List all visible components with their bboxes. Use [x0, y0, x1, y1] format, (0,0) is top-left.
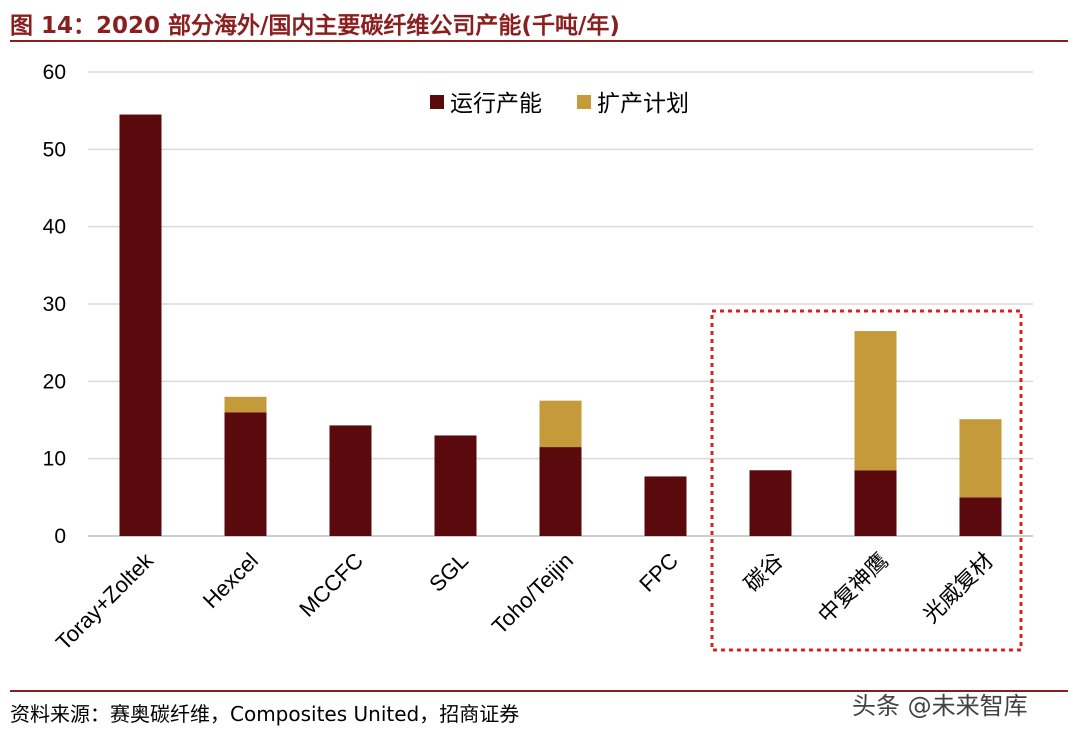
bar-running	[329, 425, 372, 536]
stacked-bar-chart: 0 10 20 30 40 50 60 Toray+Zoltek Hexcel MCCFC SGL…	[43, 61, 1033, 655]
highlight-box	[710, 309, 1023, 652]
bar-running	[119, 114, 162, 537]
legend-swatch-running	[430, 95, 444, 109]
x-tick-label: FPC	[634, 548, 683, 597]
x-tick-label: 中复神鹰	[813, 548, 893, 628]
bar-running	[644, 476, 687, 536]
x-tick-label: Hexcel	[198, 548, 263, 613]
bars	[119, 114, 1002, 537]
legend-swatch-expansion	[577, 95, 591, 109]
bar-expansion	[959, 419, 1002, 498]
watermark: 头条 @未来智库	[852, 692, 1028, 720]
x-tick-label: 碳谷	[739, 548, 788, 597]
x-tick-label: Toho/Teijin	[487, 548, 578, 639]
x-tick-label: 光威复材	[918, 548, 998, 628]
bar-expansion	[224, 396, 267, 413]
source-divider	[10, 690, 1068, 692]
legend-label-running: 运行产能	[450, 91, 542, 117]
bar-running	[224, 412, 267, 536]
y-axis-ticks: 0 10 20 30 40 50 60	[43, 61, 66, 548]
source-note: 资料来源：赛奥碳纤维，Composites United，招商证券	[10, 702, 520, 726]
title-divider	[10, 40, 1068, 42]
x-tick-label: SGL	[424, 548, 473, 597]
y-tick-label: 40	[43, 216, 66, 239]
x-tick-label: MCCFC	[294, 548, 368, 622]
y-tick-label: 30	[43, 293, 66, 316]
bar-running	[539, 447, 582, 536]
bar-running	[434, 435, 477, 536]
legend: 运行产能 扩产计划	[430, 91, 689, 117]
y-tick-label: 0	[54, 525, 66, 548]
y-tick-label: 60	[43, 61, 66, 84]
legend-label-expansion: 扩产计划	[597, 91, 689, 117]
bar-running	[749, 470, 792, 536]
y-tick-label: 10	[43, 448, 66, 471]
bar-running	[959, 497, 1002, 536]
y-tick-label: 20	[43, 370, 66, 393]
y-tick-label: 50	[43, 138, 66, 161]
bar-expansion	[539, 400, 582, 448]
x-tick-label: Toray+Zoltek	[51, 547, 159, 655]
bar-running	[854, 470, 897, 536]
bar-expansion	[854, 331, 897, 471]
page-title: 图 14：2020 部分海外/国内主要碳纤维公司产能(千吨/年)	[10, 13, 620, 39]
x-axis-labels: Toray+Zoltek Hexcel MCCFC SGL Toho/Teijin FPC…	[51, 547, 998, 655]
